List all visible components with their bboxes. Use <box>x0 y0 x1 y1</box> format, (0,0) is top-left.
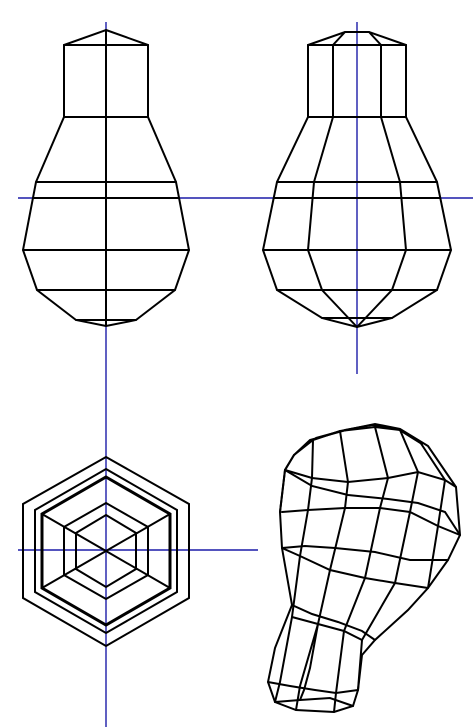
iso-base-ring-2 <box>274 696 354 707</box>
iso-wide-ring <box>281 547 429 589</box>
side-view <box>261 31 453 329</box>
top-view-radial-edge-1 <box>41 513 107 552</box>
iso-wide-ring-2 <box>281 544 449 561</box>
top-view-hexagon-2 <box>34 467 178 635</box>
iso-facet-edge-7 <box>299 623 319 701</box>
iso-top-cap-ring-2 <box>315 423 423 445</box>
iso-facet-edge-4 <box>357 429 420 691</box>
iso-facet-edge-3 <box>333 426 390 713</box>
top-view-radial-edge-3 <box>41 550 107 589</box>
top-view-hexagon-outer <box>22 455 190 648</box>
iso-facet-edge-1 <box>274 439 314 703</box>
side-view-facet-edge-right <box>356 31 408 328</box>
isometric-view <box>266 422 462 714</box>
iso-lower-ring-2 <box>291 616 363 641</box>
iso-base-ring <box>267 681 359 695</box>
iso-facet-edge-6 <box>279 454 295 513</box>
side-view-facet-edge-left <box>306 31 358 328</box>
iso-lower-ring <box>291 604 376 641</box>
top-view <box>22 455 190 648</box>
top-view-radial-edge-4 <box>105 550 171 589</box>
iso-facet-edge-5 <box>419 441 447 589</box>
iso-facet-edge-2 <box>295 430 350 711</box>
top-view-radial-edge-2 <box>105 513 171 552</box>
front-view <box>21 28 191 328</box>
side-view-outline <box>261 31 453 329</box>
iso-upper-mid-ring <box>281 507 461 536</box>
